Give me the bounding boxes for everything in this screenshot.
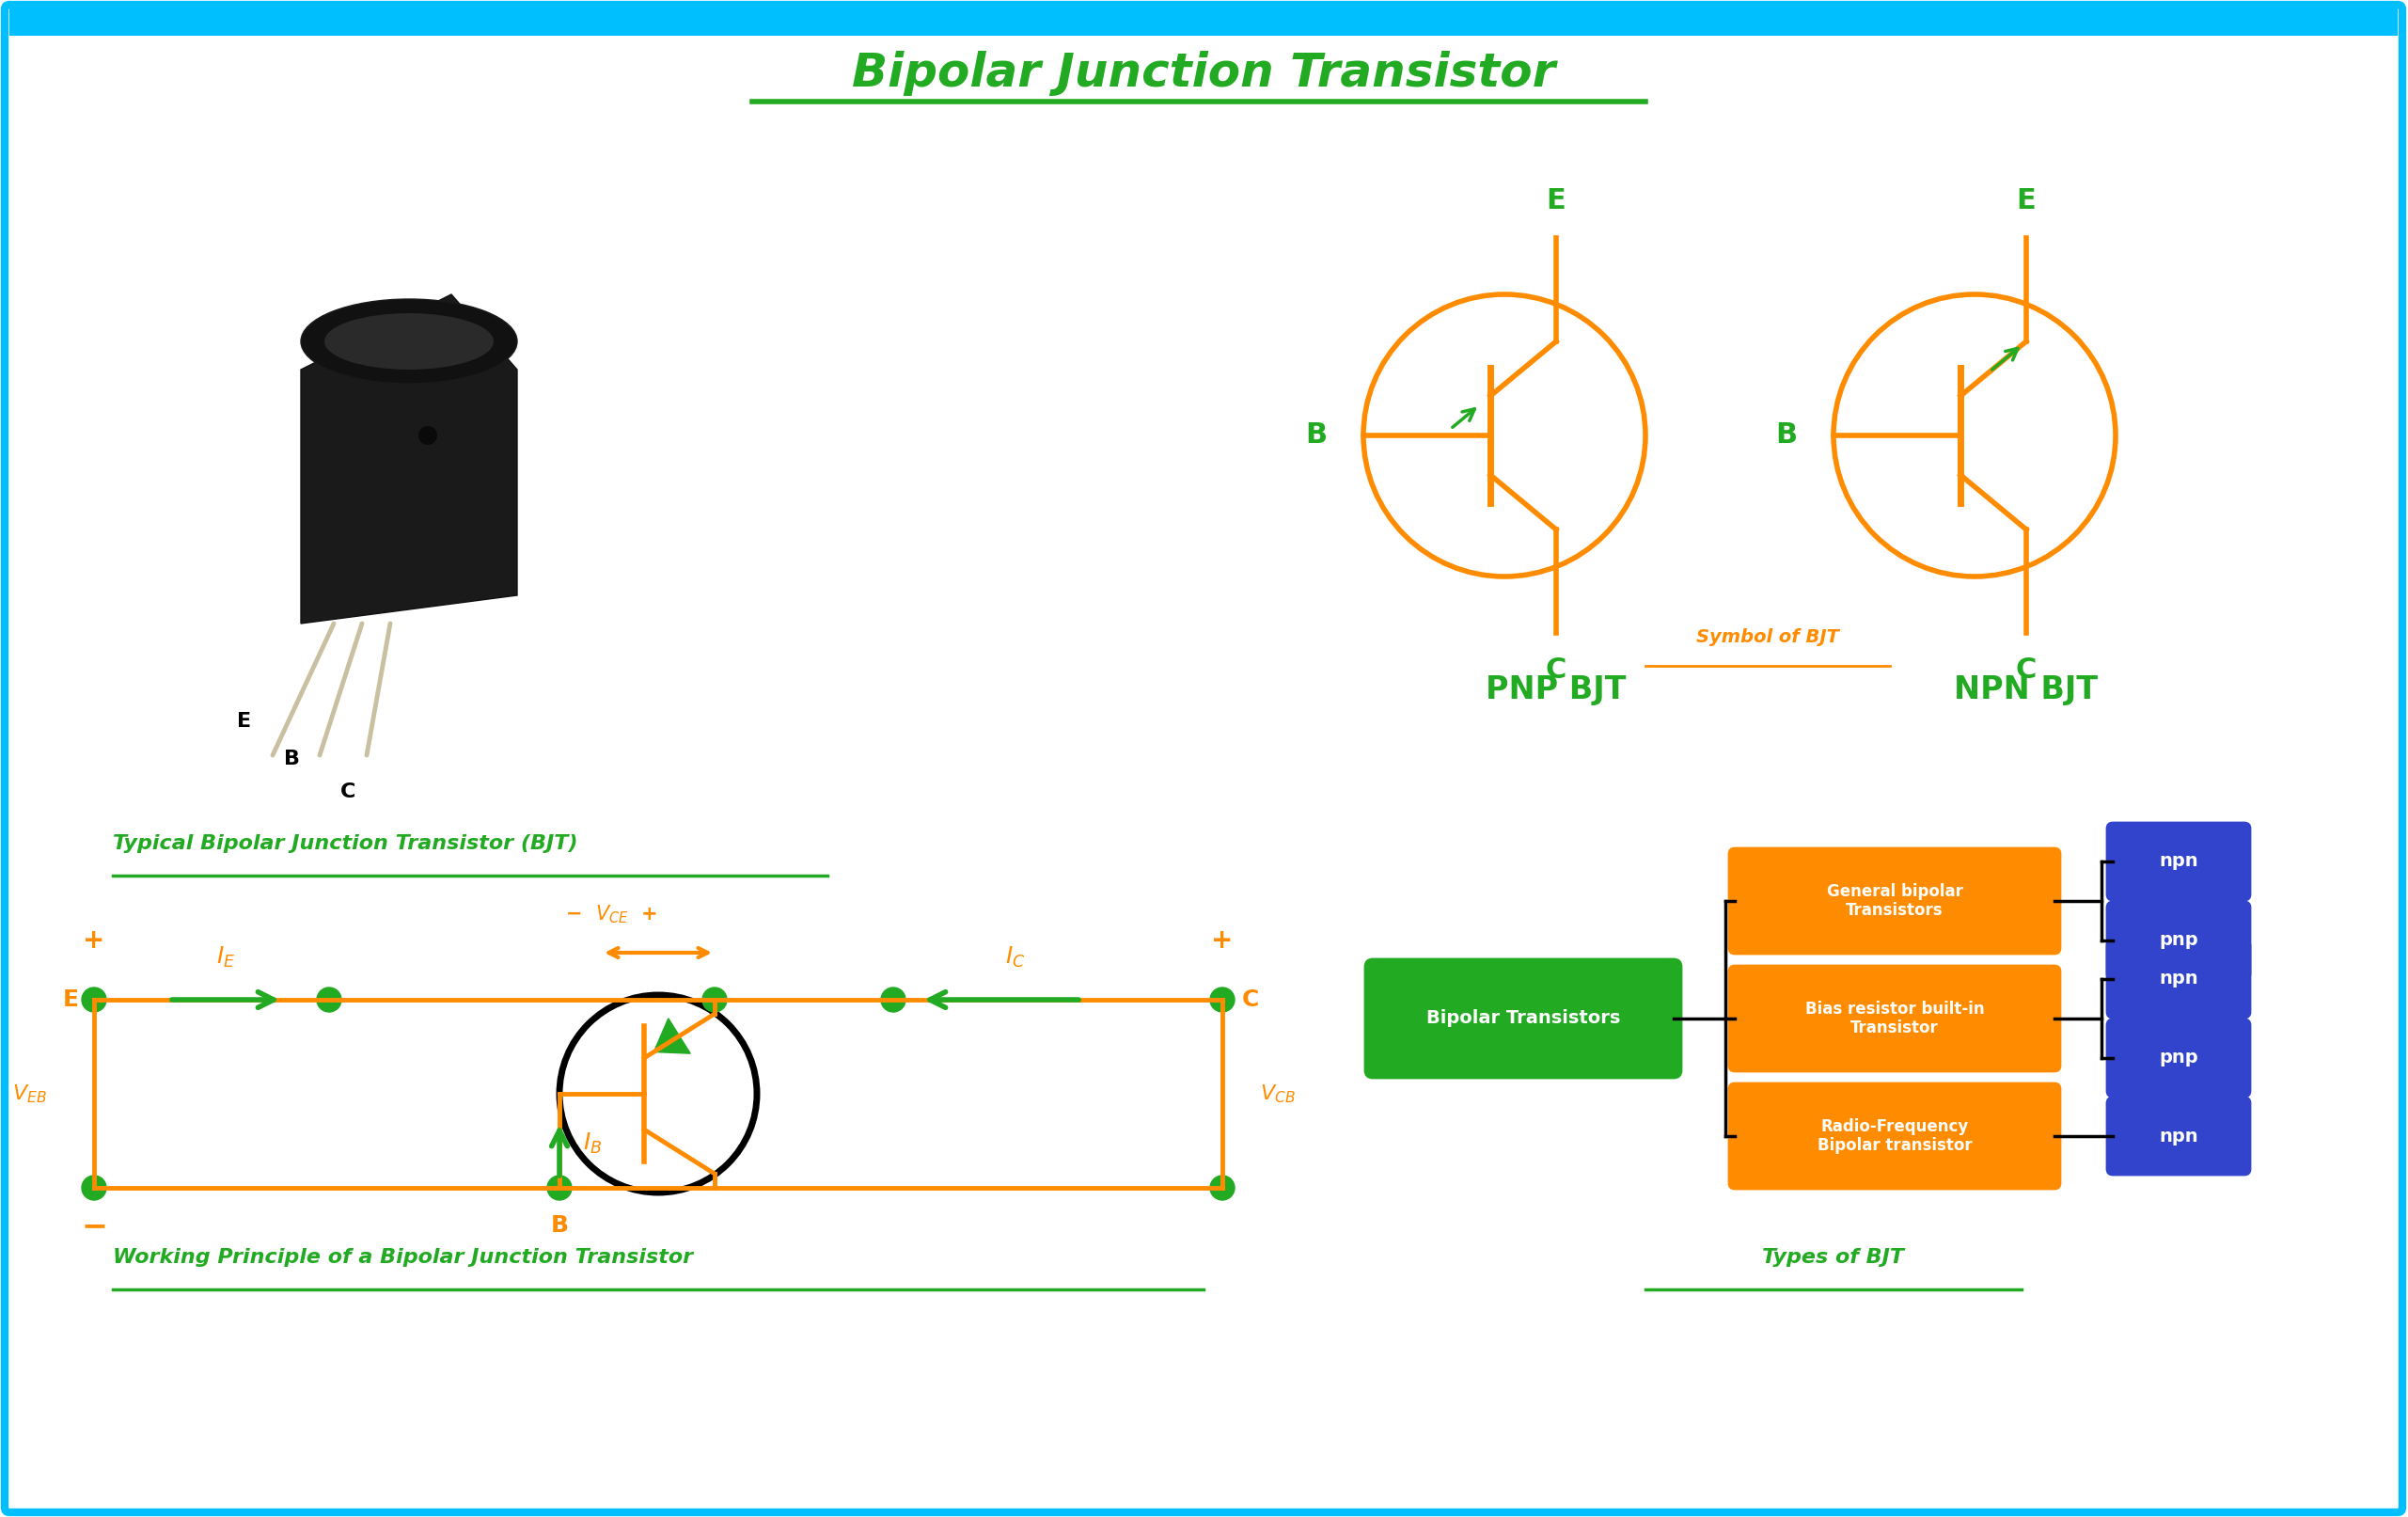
Circle shape <box>318 988 342 1012</box>
FancyBboxPatch shape <box>1729 1083 2061 1189</box>
Text: pnp: pnp <box>2160 1050 2199 1066</box>
Text: E: E <box>1546 187 1565 214</box>
Polygon shape <box>301 294 518 623</box>
Ellipse shape <box>301 299 518 384</box>
Text: Radio-Frequency
Bipolar transistor: Radio-Frequency Bipolar transistor <box>1818 1118 1972 1154</box>
Text: pnp: pnp <box>2160 931 2199 950</box>
Circle shape <box>1211 1176 1235 1200</box>
Text: C: C <box>2015 657 2037 684</box>
Text: $I_B$: $I_B$ <box>583 1132 602 1156</box>
Circle shape <box>419 426 438 444</box>
Text: +: + <box>1211 927 1233 954</box>
Bar <box>10 8 2398 36</box>
Circle shape <box>82 1176 106 1200</box>
FancyBboxPatch shape <box>2107 822 2249 900</box>
Text: www.TheEngineeringProjects.com: www.TheEngineeringProjects.com <box>48 15 323 29</box>
FancyBboxPatch shape <box>1365 959 1681 1077</box>
Text: $V_{CB}$: $V_{CB}$ <box>1259 1083 1296 1104</box>
FancyBboxPatch shape <box>2107 903 2249 978</box>
Text: Bias resistor built-in
Transistor: Bias resistor built-in Transistor <box>1806 1000 1984 1036</box>
Ellipse shape <box>325 313 494 370</box>
Text: $I_C$: $I_C$ <box>1007 945 1026 969</box>
Text: Working Principle of a Bipolar Junction Transistor: Working Principle of a Bipolar Junction … <box>113 1248 694 1267</box>
Text: npn: npn <box>2160 969 2199 988</box>
Text: PNP BJT: PNP BJT <box>1486 675 1625 705</box>
Text: General bipolar
Transistors: General bipolar Transistors <box>1828 883 1963 919</box>
Text: E: E <box>63 989 79 1010</box>
Text: −  $V_{CE}$  +: − $V_{CE}$ + <box>566 903 657 925</box>
Text: $V_{EB}$: $V_{EB}$ <box>12 1083 48 1104</box>
Text: NPN BJT: NPN BJT <box>1955 675 2097 705</box>
Circle shape <box>703 988 727 1012</box>
Text: B: B <box>551 1214 568 1236</box>
Text: B: B <box>1305 422 1327 449</box>
Text: Typical Bipolar Junction Transistor (BJT): Typical Bipolar Junction Transistor (BJT… <box>113 834 578 853</box>
Text: npn: npn <box>2160 1127 2199 1145</box>
Text: $I_E$: $I_E$ <box>217 945 236 969</box>
Text: Bipolar Junction Transistor: Bipolar Junction Transistor <box>852 50 1556 96</box>
FancyBboxPatch shape <box>2107 1097 2249 1174</box>
Text: npn: npn <box>2160 853 2199 871</box>
Text: C: C <box>1546 657 1568 684</box>
Text: C: C <box>1243 989 1259 1010</box>
FancyBboxPatch shape <box>2107 1019 2249 1097</box>
Text: Symbol of BJT: Symbol of BJT <box>1695 628 1840 646</box>
Text: E: E <box>2015 187 2037 214</box>
Circle shape <box>82 988 106 1012</box>
FancyBboxPatch shape <box>1729 966 2061 1071</box>
Circle shape <box>547 1176 571 1200</box>
Circle shape <box>881 988 905 1012</box>
FancyBboxPatch shape <box>1729 848 2061 954</box>
Polygon shape <box>655 1018 691 1053</box>
Text: +: + <box>82 927 106 954</box>
Circle shape <box>1211 988 1235 1012</box>
FancyBboxPatch shape <box>2107 941 2249 1018</box>
Text: E: E <box>238 711 250 731</box>
Text: B: B <box>284 749 299 769</box>
Text: −: − <box>82 1211 108 1241</box>
Text: B: B <box>1775 422 1796 449</box>
Text: Types of BJT: Types of BJT <box>1763 1248 1905 1267</box>
Text: C: C <box>340 783 356 801</box>
Text: Bipolar Transistors: Bipolar Transistors <box>1426 1010 1621 1027</box>
